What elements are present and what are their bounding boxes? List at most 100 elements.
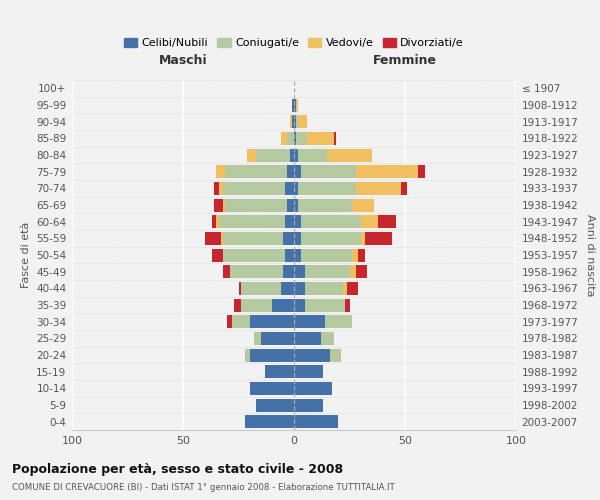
Bar (298, 148, 328, 162)
Bar (345, 298, 349, 312)
Bar (212, 215, 217, 228)
Bar (296, 132, 307, 145)
Bar (298, 182, 356, 195)
Bar (292, 115, 294, 128)
Bar (223, 265, 230, 278)
Bar (347, 282, 358, 295)
Y-axis label: Fasce di età: Fasce di età (20, 222, 31, 288)
Bar (298, 198, 352, 211)
Bar (305, 298, 345, 312)
Bar (334, 132, 336, 145)
Bar (294, 282, 305, 295)
Y-axis label: Anni di nascita: Anni di nascita (585, 214, 595, 296)
Bar (328, 148, 372, 162)
Bar (352, 198, 374, 211)
Bar (294, 215, 301, 228)
Bar (352, 248, 358, 262)
Bar (241, 282, 281, 295)
Bar (287, 165, 294, 178)
Bar (283, 265, 294, 278)
Bar (256, 148, 290, 162)
Bar (285, 248, 294, 262)
Bar (294, 315, 325, 328)
Bar (294, 165, 301, 178)
Legend: Celibi/Nubili, Coniugati/e, Vedovi/e, Divorziati/e: Celibi/Nubili, Coniugati/e, Vedovi/e, Di… (119, 33, 469, 52)
Bar (343, 282, 347, 295)
Bar (294, 332, 320, 345)
Bar (292, 98, 294, 112)
Bar (287, 132, 294, 145)
Bar (361, 232, 365, 245)
Bar (320, 332, 334, 345)
Bar (294, 365, 323, 378)
Bar (245, 415, 294, 428)
Bar (294, 148, 298, 162)
Bar (294, 382, 332, 395)
Bar (365, 232, 392, 245)
Bar (356, 265, 367, 278)
Bar (294, 398, 323, 411)
Bar (294, 265, 305, 278)
Text: Femmine: Femmine (373, 54, 437, 66)
Bar (245, 348, 250, 362)
Bar (225, 198, 287, 211)
Bar (223, 198, 225, 211)
Bar (290, 148, 294, 162)
Bar (281, 132, 287, 145)
Bar (294, 248, 301, 262)
Bar (250, 348, 294, 362)
Bar (329, 348, 341, 362)
Text: Popolazione per età, sesso e stato civile - 2008: Popolazione per età, sesso e stato civil… (12, 462, 343, 475)
Bar (260, 332, 294, 345)
Bar (254, 332, 260, 345)
Bar (205, 232, 221, 245)
Bar (294, 415, 338, 428)
Bar (294, 98, 296, 112)
Bar (294, 115, 296, 128)
Bar (294, 132, 296, 145)
Bar (294, 198, 298, 211)
Bar (379, 215, 396, 228)
Bar (217, 165, 225, 178)
Bar (296, 98, 298, 112)
Bar (265, 365, 294, 378)
Bar (247, 148, 256, 162)
Bar (305, 265, 349, 278)
Bar (301, 248, 352, 262)
Bar (250, 315, 294, 328)
Bar (358, 248, 365, 262)
Bar (250, 382, 294, 395)
Bar (301, 232, 361, 245)
Bar (234, 298, 241, 312)
Bar (232, 315, 250, 328)
Text: Maschi: Maschi (158, 54, 208, 66)
Bar (285, 182, 294, 195)
Bar (223, 182, 285, 195)
Bar (285, 215, 294, 228)
Bar (296, 115, 298, 128)
Bar (356, 182, 401, 195)
Bar (214, 198, 223, 211)
Bar (418, 165, 425, 178)
Bar (223, 232, 283, 245)
Bar (290, 115, 292, 128)
Bar (301, 165, 356, 178)
Bar (356, 165, 418, 178)
Bar (218, 182, 223, 195)
Bar (272, 298, 294, 312)
Bar (239, 282, 241, 295)
Bar (221, 232, 223, 245)
Bar (214, 182, 218, 195)
Bar (227, 315, 232, 328)
Bar (256, 398, 294, 411)
Text: COMUNE DI CREVACUORE (BI) - Dati ISTAT 1° gennaio 2008 - Elaborazione TUTTITALIA: COMUNE DI CREVACUORE (BI) - Dati ISTAT 1… (12, 484, 395, 492)
Bar (241, 298, 272, 312)
Bar (216, 215, 218, 228)
Bar (325, 315, 352, 328)
Bar (361, 215, 379, 228)
Bar (283, 232, 294, 245)
Bar (298, 115, 307, 128)
Bar (305, 282, 343, 295)
Bar (287, 198, 294, 211)
Bar (218, 215, 285, 228)
